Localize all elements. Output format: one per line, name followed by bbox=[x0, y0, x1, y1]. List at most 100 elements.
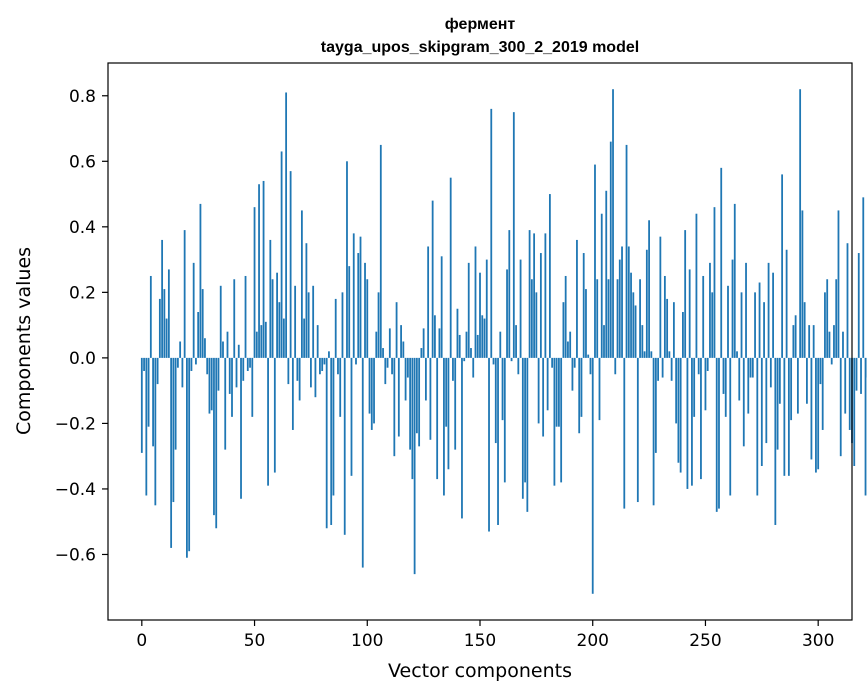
bar-99 bbox=[364, 262, 366, 358]
bar-171 bbox=[526, 357, 529, 512]
bar-111 bbox=[391, 357, 393, 375]
bar-23 bbox=[192, 262, 195, 358]
bar-307 bbox=[833, 325, 835, 358]
bar-141 bbox=[458, 334, 461, 358]
bar-50 bbox=[253, 207, 256, 358]
bar-144 bbox=[465, 331, 468, 358]
bar-74 bbox=[307, 292, 310, 358]
bar-130 bbox=[434, 315, 436, 358]
bar-27 bbox=[201, 289, 204, 358]
bar-106 bbox=[379, 144, 382, 358]
y-tick-label: −0.4 bbox=[55, 480, 96, 500]
bar-246 bbox=[695, 213, 698, 358]
y-tick-label: 0.4 bbox=[69, 218, 96, 238]
bar-120 bbox=[411, 357, 414, 480]
bar-119 bbox=[409, 357, 412, 450]
bar-312 bbox=[844, 357, 847, 414]
bar-63 bbox=[282, 318, 285, 358]
x-tick-label: 100 bbox=[351, 631, 383, 651]
bar-87 bbox=[337, 357, 339, 375]
bar-223 bbox=[643, 351, 646, 358]
bar-15 bbox=[174, 357, 177, 450]
bar-101 bbox=[368, 357, 371, 414]
bar-19 bbox=[183, 230, 186, 358]
bar-235 bbox=[670, 357, 673, 381]
bar-222 bbox=[641, 325, 644, 358]
bar-273 bbox=[756, 357, 759, 496]
y-tick-label: 0.6 bbox=[69, 152, 96, 172]
bar-198 bbox=[587, 354, 590, 358]
bar-229 bbox=[657, 357, 660, 381]
y-axis-label: Components values bbox=[13, 247, 35, 435]
x-tick-label: 150 bbox=[464, 631, 496, 651]
bar-79 bbox=[319, 357, 321, 375]
bar-306 bbox=[830, 357, 833, 365]
bar-197 bbox=[585, 289, 587, 358]
bar-158 bbox=[497, 357, 499, 525]
bar-289 bbox=[792, 325, 795, 358]
bar-132 bbox=[438, 328, 441, 358]
bar-212 bbox=[618, 259, 621, 358]
bar-26 bbox=[199, 203, 202, 358]
bar-259 bbox=[724, 357, 727, 417]
bar-29 bbox=[206, 357, 209, 375]
bar-282 bbox=[776, 357, 779, 450]
bar-195 bbox=[580, 357, 583, 417]
bar-118 bbox=[406, 357, 409, 378]
bar-251 bbox=[706, 357, 709, 371]
bar-217 bbox=[630, 272, 632, 358]
bar-232 bbox=[663, 275, 666, 358]
bar-145 bbox=[467, 262, 470, 358]
bar-247 bbox=[697, 357, 700, 375]
bar-45 bbox=[242, 357, 245, 381]
bar-177 bbox=[539, 253, 542, 358]
bar-58 bbox=[271, 279, 274, 358]
bar-187 bbox=[562, 302, 565, 358]
bar-243 bbox=[688, 269, 691, 358]
bar-61 bbox=[278, 302, 281, 358]
bar-303 bbox=[824, 292, 826, 358]
bar-219 bbox=[634, 305, 637, 358]
bar-186 bbox=[560, 357, 563, 483]
bar-208 bbox=[609, 141, 612, 358]
bar-175 bbox=[535, 292, 538, 358]
bar-182 bbox=[551, 357, 554, 368]
bar-156 bbox=[492, 357, 495, 365]
bar-78 bbox=[316, 325, 319, 358]
bar-190 bbox=[569, 331, 572, 358]
bar-166 bbox=[515, 325, 517, 358]
bar-71 bbox=[300, 210, 303, 358]
bar-89 bbox=[341, 292, 344, 358]
chart-subtitle: tayga_upos_skipgram_300_2_2019 model bbox=[321, 39, 639, 56]
bar-41 bbox=[233, 279, 236, 358]
x-tick-label: 250 bbox=[689, 631, 721, 651]
bar-179 bbox=[544, 233, 547, 358]
bar-215 bbox=[625, 144, 628, 358]
bar-53 bbox=[260, 325, 263, 358]
bar-60 bbox=[276, 272, 278, 358]
y-axis-ticks: −0.6 −0.4 −0.2 0.0 0.2 0.4 0.6 0.8 bbox=[55, 87, 108, 565]
bar-191 bbox=[571, 357, 574, 391]
bar-32 bbox=[213, 357, 215, 516]
bar-228 bbox=[654, 357, 657, 453]
bar-260 bbox=[727, 285, 729, 358]
bar-56 bbox=[267, 357, 269, 486]
bar-162 bbox=[506, 269, 508, 358]
bar-80 bbox=[321, 357, 324, 371]
bar-22 bbox=[190, 357, 193, 371]
bar-310 bbox=[839, 357, 842, 457]
x-tick-label: 0 bbox=[136, 631, 147, 651]
bar-249 bbox=[702, 275, 705, 358]
bar-139 bbox=[454, 357, 457, 450]
bar-240 bbox=[682, 312, 684, 358]
bar-149 bbox=[476, 334, 479, 358]
bar-12 bbox=[167, 269, 170, 358]
bar-21 bbox=[188, 357, 191, 552]
bar-138 bbox=[452, 357, 454, 381]
bar-281 bbox=[774, 357, 777, 525]
bar-157 bbox=[494, 357, 497, 444]
bar-287 bbox=[787, 357, 790, 476]
bar-38 bbox=[226, 331, 229, 358]
y-tick-label: 0.2 bbox=[69, 283, 96, 303]
bar-10 bbox=[163, 289, 166, 358]
